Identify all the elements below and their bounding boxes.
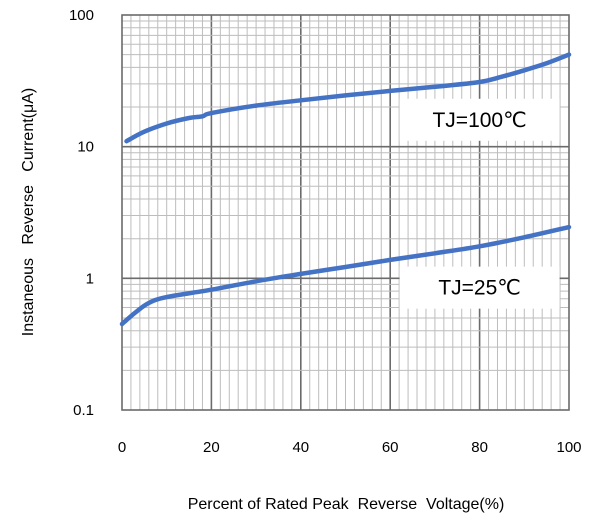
series-line-2 (119, 224, 572, 327)
y-tick-label: 0.1 (73, 402, 94, 419)
annotation-1: TJ=100℃ (399, 98, 560, 141)
annotation-box (399, 266, 560, 309)
x-tick-label: 100 (556, 439, 581, 456)
x-axis-title: Percent of Rated Peak Reverse Voltage(%) (188, 496, 505, 513)
annotation-box (399, 98, 560, 141)
grid (121, 14, 570, 411)
y-axis-title: Instaneous Reverse Current(μA) (20, 88, 37, 336)
x-tick-label: 40 (292, 439, 309, 456)
series-line-1 (124, 52, 572, 144)
y-tick-label: 10 (77, 139, 94, 156)
data-series (119, 52, 572, 327)
tick-labels: 0 20 40 60 80 100 0.1 1 10 100 (69, 7, 582, 456)
y-tick-label: 1 (86, 270, 94, 287)
plot-frame (121, 14, 570, 411)
y-tick-label: 100 (69, 7, 94, 24)
annotations: TJ=100℃ TJ=25℃ (399, 98, 560, 309)
annotation-label: TJ=25℃ (438, 277, 521, 300)
x-tick-label: 80 (471, 439, 488, 456)
annotation-2: TJ=25℃ (399, 266, 560, 309)
annotation-label: TJ=100℃ (432, 109, 526, 132)
x-tick-label: 20 (203, 439, 220, 456)
x-tick-label: 60 (382, 439, 399, 456)
x-tick-label: 0 (118, 439, 126, 456)
